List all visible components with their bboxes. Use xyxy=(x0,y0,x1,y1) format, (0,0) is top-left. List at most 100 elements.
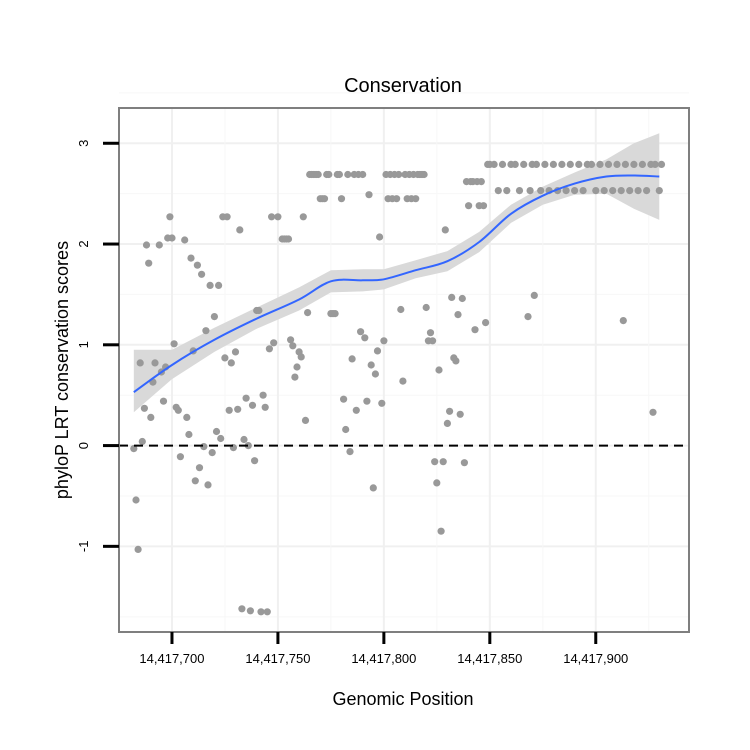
data-point xyxy=(138,437,146,446)
data-point xyxy=(257,608,265,616)
data-point xyxy=(134,545,142,554)
data-point xyxy=(361,334,369,342)
data-point xyxy=(206,281,214,289)
data-point xyxy=(520,160,528,168)
data-point xyxy=(325,170,333,179)
data-point xyxy=(304,309,312,317)
data-point xyxy=(524,313,532,321)
plot-frame xyxy=(118,107,690,633)
data-point xyxy=(526,187,534,195)
data-point xyxy=(202,327,210,335)
x-tick-label: 14,417,700 xyxy=(139,651,204,666)
data-point xyxy=(170,340,178,348)
data-point xyxy=(335,170,343,179)
data-point xyxy=(217,434,225,443)
data-point xyxy=(490,160,498,168)
data-point xyxy=(397,305,405,314)
data-point xyxy=(274,213,282,221)
data-point xyxy=(342,425,350,434)
data-point xyxy=(532,160,541,168)
data-point xyxy=(609,187,617,195)
data-point xyxy=(452,357,460,365)
data-point xyxy=(236,226,244,234)
data-point xyxy=(530,291,538,299)
y-tick-label: 2 xyxy=(76,240,91,247)
data-point xyxy=(537,187,545,195)
data-point xyxy=(441,226,449,234)
x-axis-title: Genomic Position xyxy=(332,689,473,709)
data-point xyxy=(369,484,377,492)
data-point xyxy=(657,160,666,168)
data-point xyxy=(621,160,630,168)
data-point xyxy=(231,348,240,356)
data-point xyxy=(248,401,257,409)
data-point xyxy=(596,160,604,168)
data-point xyxy=(289,342,297,350)
data-point xyxy=(604,160,613,168)
data-point xyxy=(225,406,233,414)
data-point xyxy=(429,337,437,345)
data-point xyxy=(503,187,511,195)
data-point xyxy=(263,608,271,616)
data-point xyxy=(433,479,441,487)
data-point xyxy=(155,241,163,249)
data-point xyxy=(130,445,138,453)
data-point xyxy=(212,427,221,436)
data-point xyxy=(301,416,310,424)
data-point xyxy=(357,328,365,336)
data-point xyxy=(422,303,430,312)
data-point xyxy=(613,160,621,168)
data-point xyxy=(259,391,267,399)
data-point xyxy=(215,281,223,289)
data-point xyxy=(456,410,464,418)
data-point xyxy=(426,329,435,337)
data-point xyxy=(340,395,348,403)
data-point xyxy=(299,213,307,221)
data-point xyxy=(183,413,191,421)
data-point xyxy=(208,449,216,457)
data-point xyxy=(515,187,524,195)
data-point xyxy=(136,359,144,367)
data-point xyxy=(655,187,663,195)
data-point xyxy=(494,187,502,195)
data-point xyxy=(587,160,596,168)
data-point xyxy=(268,213,276,221)
data-point xyxy=(168,234,176,242)
data-point xyxy=(204,481,212,489)
data-point xyxy=(399,377,407,385)
data-point xyxy=(140,404,148,412)
data-point xyxy=(352,406,360,414)
x-tick-label: 14,417,850 xyxy=(457,651,522,666)
data-points xyxy=(130,160,666,616)
y-tick-label: 0 xyxy=(76,442,91,449)
data-point xyxy=(575,160,583,168)
data-point xyxy=(346,448,354,456)
data-point xyxy=(549,160,558,168)
data-point xyxy=(147,413,155,421)
data-point xyxy=(291,373,299,381)
data-point xyxy=(393,195,401,203)
data-point xyxy=(191,477,199,485)
data-point xyxy=(142,241,151,249)
data-point xyxy=(471,326,479,334)
data-point xyxy=(344,170,352,179)
data-point xyxy=(378,399,386,407)
data-point xyxy=(195,464,204,472)
data-point xyxy=(314,170,322,179)
data-point xyxy=(159,397,168,405)
data-point xyxy=(244,442,252,450)
data-point xyxy=(541,160,549,168)
data-point xyxy=(176,453,184,461)
data-point xyxy=(630,160,638,168)
y-tick-label: 1 xyxy=(76,341,91,348)
data-point xyxy=(198,270,206,278)
data-point xyxy=(166,213,174,221)
data-point xyxy=(395,170,403,179)
smooth-line xyxy=(133,174,660,394)
data-point xyxy=(221,354,229,362)
y-tick-label: -1 xyxy=(76,541,91,553)
data-point xyxy=(460,459,468,467)
y-tick-label: 3 xyxy=(76,140,91,147)
data-point xyxy=(435,366,443,374)
data-point xyxy=(223,213,231,221)
